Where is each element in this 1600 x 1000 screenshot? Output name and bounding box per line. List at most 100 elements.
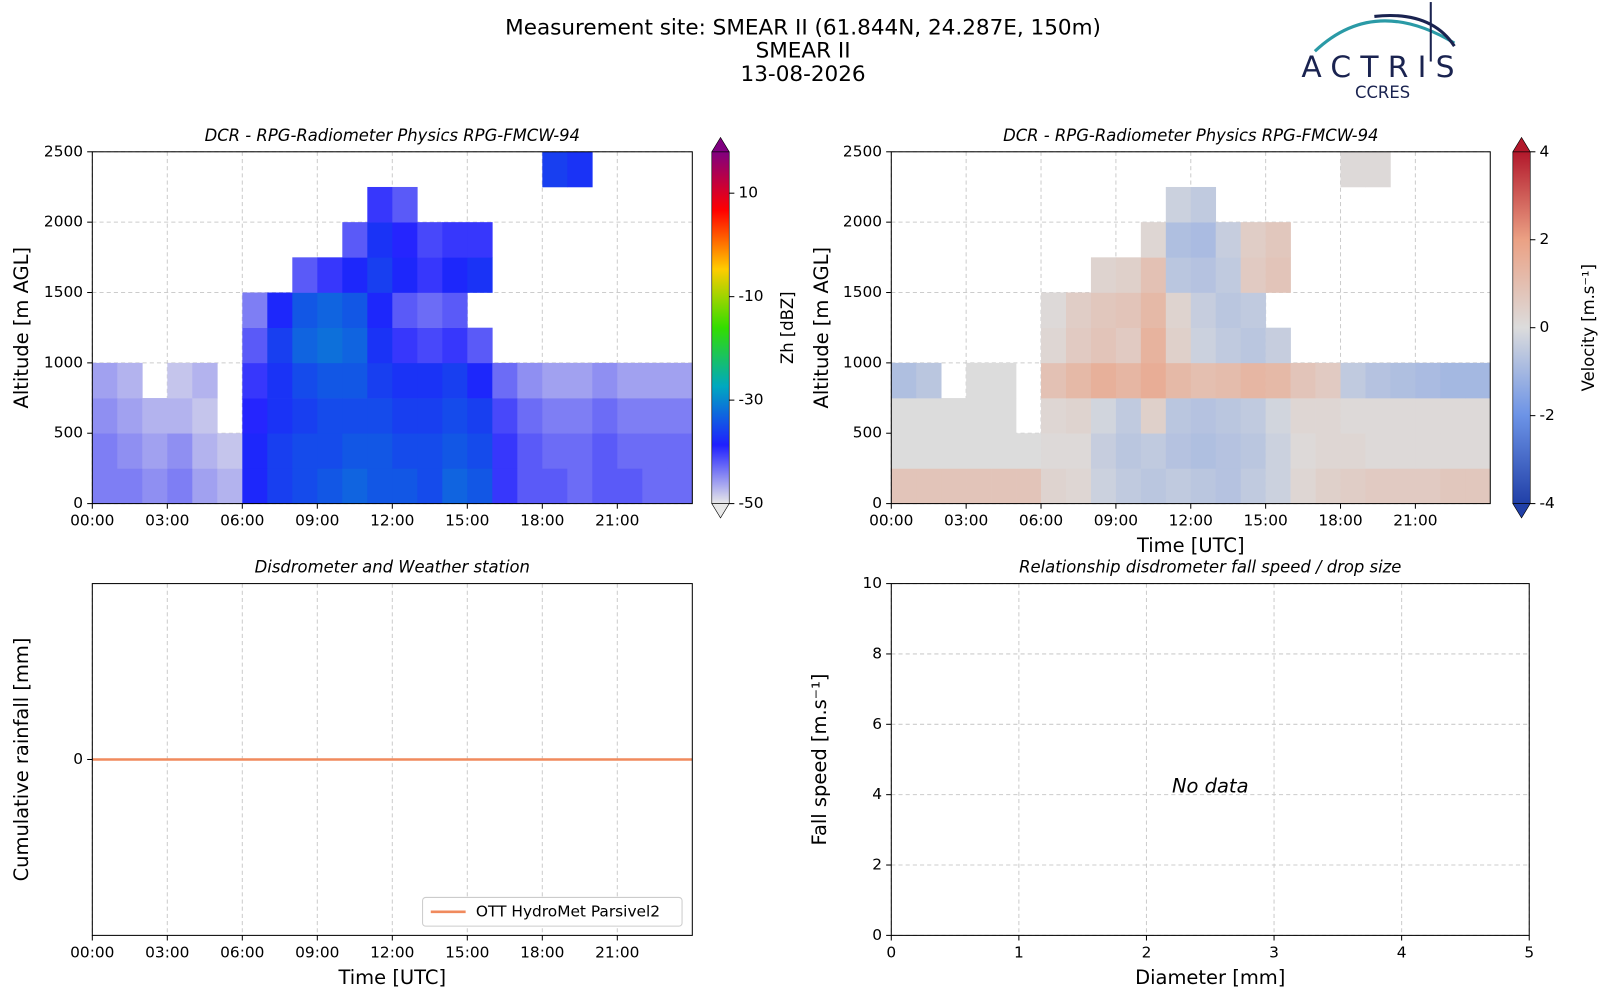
- heatmap-cell: [1140, 468, 1167, 504]
- y-tick-label: 8: [872, 644, 882, 662]
- heatmap-cell: [267, 327, 293, 364]
- heatmap-cell: [342, 222, 368, 258]
- heatmap-cell: [1290, 468, 1316, 504]
- colorbar-label: Velocity [m.s⁻¹]: [1579, 264, 1598, 391]
- heatmap-cell: [1016, 433, 1042, 469]
- heatmap-cell: [517, 398, 543, 434]
- heatmap-cell: [1165, 292, 1192, 329]
- x-tick-label: 00:00: [869, 512, 913, 530]
- heatmap-cell: [1290, 433, 1316, 469]
- heatmap-cell: [617, 468, 643, 504]
- heatmap-cell: [567, 362, 593, 399]
- heatmap-cell: [442, 327, 468, 364]
- logo: ACTRIS CCRES: [1301, 2, 1463, 102]
- x-tick-label: 00:00: [70, 512, 114, 530]
- heatmap-cell: [1140, 292, 1167, 329]
- heatmap-cell: [292, 398, 318, 434]
- heatmap-cell: [991, 362, 1017, 399]
- heatmap-cell: [1140, 257, 1167, 293]
- heatmap-cell: [1065, 327, 1092, 364]
- colorbar-extend: [1512, 136, 1531, 153]
- heatmap-cell: [1440, 398, 1466, 434]
- heatmap-cell: [1065, 468, 1092, 504]
- heatmap-cell: [642, 433, 668, 469]
- heatmap-cell: [467, 362, 493, 399]
- heatmap-cell: [1115, 362, 1142, 399]
- heatmap-cell: [1365, 468, 1391, 504]
- y-tick-label: 0: [73, 750, 83, 768]
- heatmap-cell: [517, 362, 543, 399]
- heatmap-cell: [1265, 222, 1291, 258]
- x-tick-label: 00:00: [70, 943, 114, 961]
- heatmap-cell: [592, 433, 618, 469]
- heatmap-cell: [542, 151, 568, 188]
- heatmap-cell: [1041, 292, 1067, 329]
- heatmap-cell: [1165, 222, 1192, 258]
- x-tick-label: 15:00: [1243, 512, 1287, 530]
- heatmap-cell: [1041, 433, 1067, 469]
- heatmap-cell: [242, 433, 268, 469]
- heatmap-cell: [267, 398, 293, 434]
- heatmap-cell: [267, 292, 293, 329]
- heatmap-cell: [417, 362, 443, 399]
- x-tick-label: 21:00: [595, 512, 639, 530]
- x-tick-label: 21:00: [1393, 512, 1437, 530]
- heatmap-cell: [492, 398, 518, 434]
- heatmap-cell: [1115, 433, 1142, 469]
- heatmap-cell: [966, 468, 992, 504]
- x-tick-label: 0: [886, 943, 896, 961]
- legend-box: [422, 896, 683, 927]
- heatmap-cell: [442, 468, 468, 504]
- heatmap-cell: [642, 362, 668, 399]
- heatmap-cell: [517, 433, 543, 469]
- heatmap-cell: [592, 468, 618, 504]
- heatmap-cell: [1140, 362, 1167, 399]
- heatmap-cell: [242, 362, 268, 399]
- heatmap-cell: [1115, 292, 1142, 329]
- heatmap-cell: [1190, 257, 1217, 293]
- heatmap-cell: [92, 468, 118, 504]
- heatmap-cell: [1365, 398, 1391, 434]
- heatmap-cell: [167, 433, 193, 469]
- heatmap-cell: [1265, 468, 1291, 504]
- x-tick-label: 2: [1142, 943, 1152, 961]
- heatmap-cell: [342, 362, 368, 399]
- heatmap-cell: [667, 468, 693, 504]
- heatmap-cell: [167, 362, 193, 399]
- heatmap-cell: [367, 257, 393, 293]
- x-tick-label: 09:00: [295, 512, 339, 530]
- heatmap-cell: [916, 362, 942, 399]
- y-tick-label: 500: [54, 424, 83, 442]
- axes-frame: [890, 583, 1530, 936]
- heatmap-cell: [991, 398, 1017, 434]
- heatmap-cell: [367, 222, 393, 258]
- heatmap-cell: [442, 257, 468, 293]
- heatmap-cell: [367, 327, 393, 364]
- heatmap-cell: [667, 433, 693, 469]
- heatmap-cell: [1215, 257, 1241, 293]
- heatmap-cell: [1190, 327, 1217, 364]
- heatmap-cell: [242, 327, 268, 364]
- heatmap-cell: [442, 222, 468, 258]
- colorbar-tick-label: -30: [738, 391, 763, 409]
- heatmap-cell: [1390, 398, 1416, 434]
- header-line: Measurement site: SMEAR II (61.844N, 24.…: [505, 16, 1101, 41]
- heatmap-cell: [1315, 468, 1341, 504]
- x-tick-label: 21:00: [595, 943, 639, 961]
- header-line: 13-08-2026: [741, 62, 866, 87]
- y-tick-label: 2000: [44, 213, 83, 231]
- y-tick-label: 0: [73, 494, 83, 512]
- heatmap-cell: [417, 327, 443, 364]
- heatmap-cell: [342, 257, 368, 293]
- heatmap-cell: [342, 468, 368, 504]
- heatmap-cell: [891, 398, 917, 434]
- logo-text: ACTRIS: [1301, 50, 1463, 85]
- colorbar-tick-label: -50: [738, 494, 763, 512]
- chart-title: Relationship disdrometer fall speed / dr…: [1019, 558, 1401, 577]
- heatmap-cell: [1265, 362, 1291, 399]
- heatmap-cell: [467, 433, 493, 469]
- heatmap-cell: [1240, 292, 1266, 329]
- heatmap-cell: [392, 433, 418, 469]
- y-axis-label: Fall speed [m.s⁻¹]: [808, 674, 831, 846]
- colorbar-tick-label: 2: [1539, 230, 1549, 248]
